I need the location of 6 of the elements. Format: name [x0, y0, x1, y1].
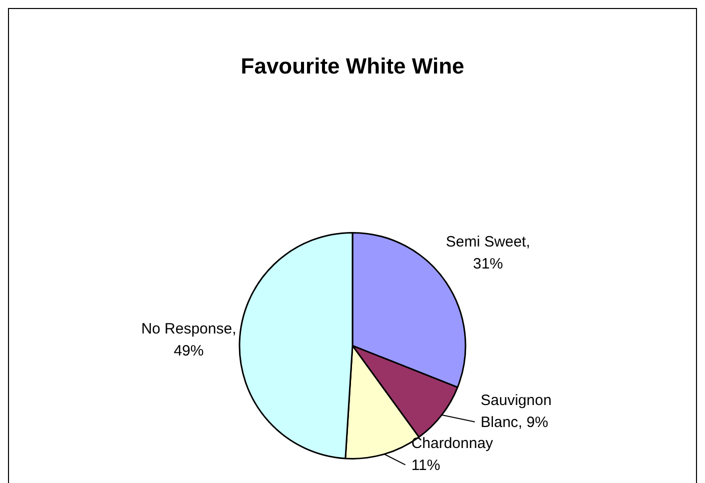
slice-label: No Response, 49% — [141, 320, 236, 360]
slice-label: Semi Sweet, 31% — [446, 234, 530, 273]
data-label: 11% — [411, 457, 440, 474]
chart-title: Favourite White Wine — [240, 53, 464, 78]
slice-label: Sauvignon Blanc, 9% — [480, 392, 552, 432]
slice-label: Chardonnay — [411, 435, 494, 452]
